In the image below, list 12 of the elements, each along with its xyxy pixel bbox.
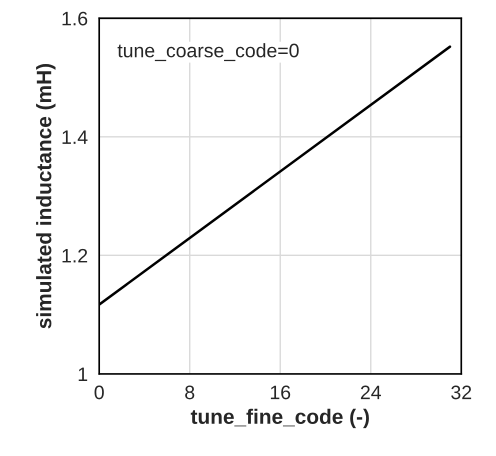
x-tick-label: 32 xyxy=(451,386,472,400)
y-tick-label: 1.4 xyxy=(62,130,88,144)
y-axis-title: simulated inductance (mH) xyxy=(36,64,56,328)
x-tick-label: 0 xyxy=(94,386,104,400)
y-tick-label: 1.2 xyxy=(62,248,88,262)
y-tick-label: 1 xyxy=(78,368,88,381)
x-tick-label: 16 xyxy=(270,386,290,400)
x-axis-title: tune_fine_code (-) xyxy=(190,408,369,428)
annotation: tune_coarse_code=0 xyxy=(118,43,299,62)
x-tick-label: 8 xyxy=(185,386,194,400)
x-tick-label: 24 xyxy=(360,386,382,400)
y-tick-label: 1.6 xyxy=(62,12,88,26)
